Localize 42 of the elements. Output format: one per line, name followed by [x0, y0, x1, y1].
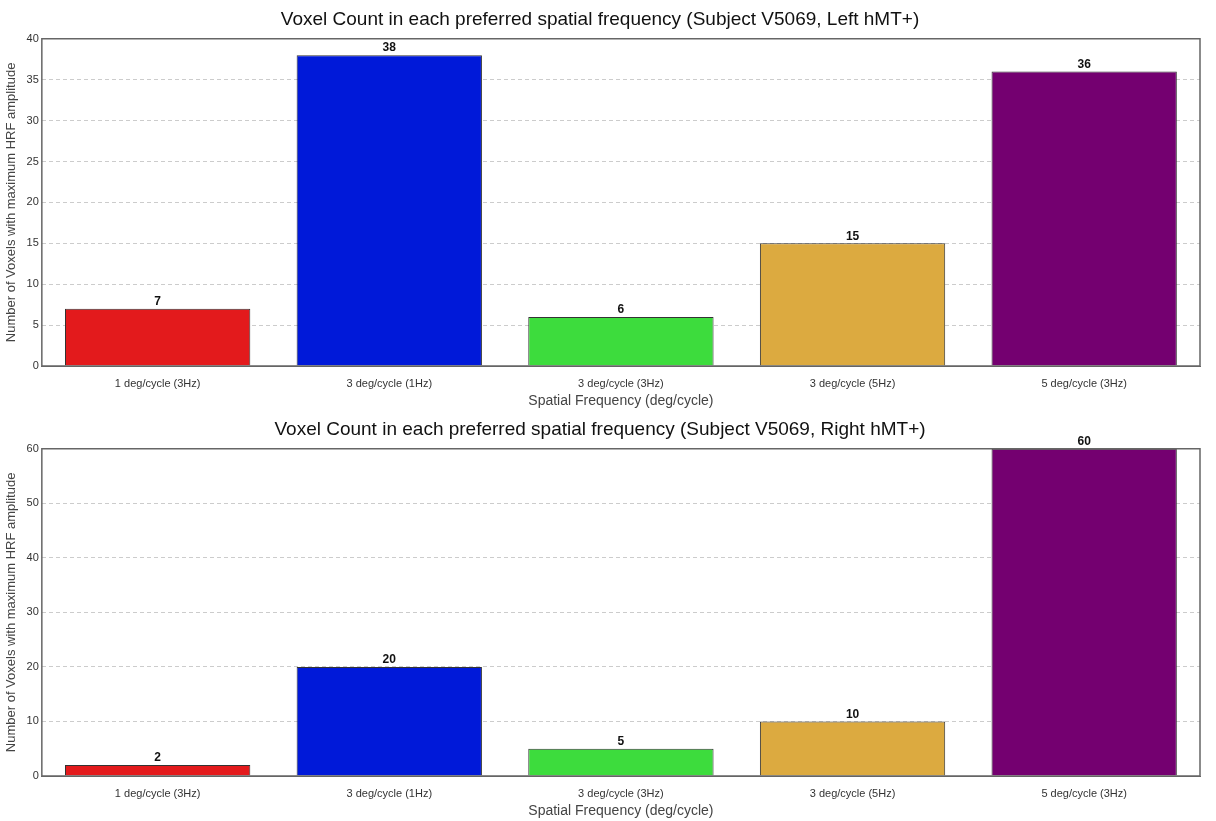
x-tick-label: 3 deg/cycle (5Hz): [809, 376, 896, 389]
data-label: 7: [154, 294, 162, 309]
data-label: 60: [1077, 434, 1092, 449]
x-tick-label: 3 deg/cycle (3Hz): [578, 376, 664, 389]
y-tick-label: 20: [26, 195, 39, 208]
data-label: 20: [382, 652, 397, 667]
x-tick-label: 3 deg/cycle (3Hz): [578, 786, 664, 799]
y-tick-label: 10: [26, 277, 39, 290]
data-label: 15: [845, 228, 860, 243]
x-axis-title: Spatial Frequency (deg/cycle): [528, 392, 714, 409]
chart-title: Voxel Count in each preferred spatial frequency (Subject V5069, Right hMT+): [274, 417, 926, 439]
data-label: 38: [382, 40, 397, 55]
x-tick-label: 3 deg/cycle (1Hz): [346, 786, 433, 799]
y-tick-label: 5: [32, 318, 39, 331]
data-label: 5: [617, 734, 625, 749]
y-tick-label: 40: [26, 31, 39, 44]
data-label: 36: [1077, 56, 1092, 71]
x-tick-label: 5 deg/cycle (3Hz): [1041, 786, 1127, 799]
y-tick-label: 30: [26, 113, 39, 126]
y-axis-title: Number of Voxels with maximum HRF amplitude: [3, 472, 19, 753]
x-axis-title: Spatial Frequency (deg/cycle): [528, 802, 714, 819]
y-tick-label: 50: [26, 496, 39, 509]
x-tick-label: 1 deg/cycle (3Hz): [114, 786, 201, 799]
x-tick-label: 5 deg/cycle (3Hz): [1041, 376, 1127, 389]
y-tick-label: 0: [32, 359, 39, 372]
y-tick-label: 60: [26, 441, 39, 454]
y-tick-label: 15: [26, 236, 39, 249]
y-tick-label: 0: [32, 769, 39, 782]
y-tick-label: 25: [26, 154, 39, 167]
y-tick-label: 20: [26, 659, 39, 672]
chart-title: Voxel Count in each preferred spatial frequency (Subject V5069, Left hMT+): [280, 7, 920, 29]
x-tick-label: 3 deg/cycle (1Hz): [346, 376, 433, 389]
data-label: 6: [617, 302, 625, 317]
y-tick-label: 35: [26, 72, 39, 85]
y-tick-label: 40: [26, 550, 39, 563]
data-label: 2: [154, 750, 162, 765]
x-tick-label: 3 deg/cycle (5Hz): [809, 786, 896, 799]
x-tick-label: 1 deg/cycle (3Hz): [114, 376, 201, 389]
y-tick-label: 30: [26, 605, 39, 618]
data-label: 10: [845, 706, 860, 721]
y-axis-title: Number of Voxels with maximum HRF amplitude: [3, 62, 19, 343]
y-tick-label: 10: [26, 714, 39, 727]
